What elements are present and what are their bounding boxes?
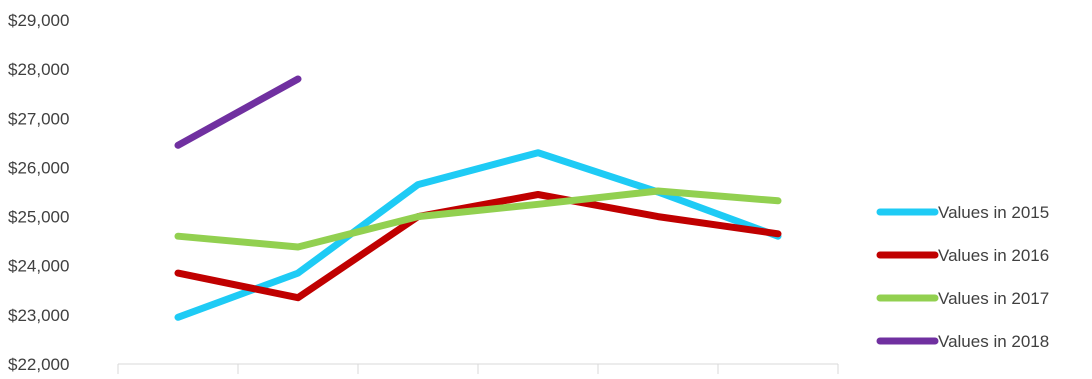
y-tick-label: $26,000: [8, 158, 69, 177]
y-tick-label: $27,000: [8, 109, 69, 128]
series-line-values-in-2015: [174, 149, 782, 321]
y-tick-label: $29,000: [8, 11, 69, 30]
legend-label-values-in-2018: Values in 2018: [938, 332, 1049, 351]
legend-label-values-in-2017: Values in 2017: [938, 289, 1049, 308]
legend-label-values-in-2016: Values in 2016: [938, 246, 1049, 265]
y-axis-labels: $22,000 $23,000 $24,000 $25,000 $26,000 $27,0…: [8, 11, 69, 374]
series-line-values-in-2016: [174, 191, 782, 302]
x-axis: [117, 363, 839, 374]
y-tick-label: $24,000: [8, 257, 69, 276]
legend-label-values-in-2015: Values in 2015: [938, 203, 1049, 222]
legend: Values in 2015 Values in 2016 Values in 20…: [876, 203, 1049, 351]
y-tick-label: $23,000: [8, 306, 69, 325]
series-lines: [174, 75, 782, 321]
series-line-values-in-2017: [174, 187, 782, 251]
y-tick-label: $28,000: [8, 60, 69, 79]
y-tick-label: $22,000: [8, 355, 69, 374]
series-line-values-in-2018: [174, 75, 302, 149]
y-tick-label: $25,000: [8, 208, 69, 227]
